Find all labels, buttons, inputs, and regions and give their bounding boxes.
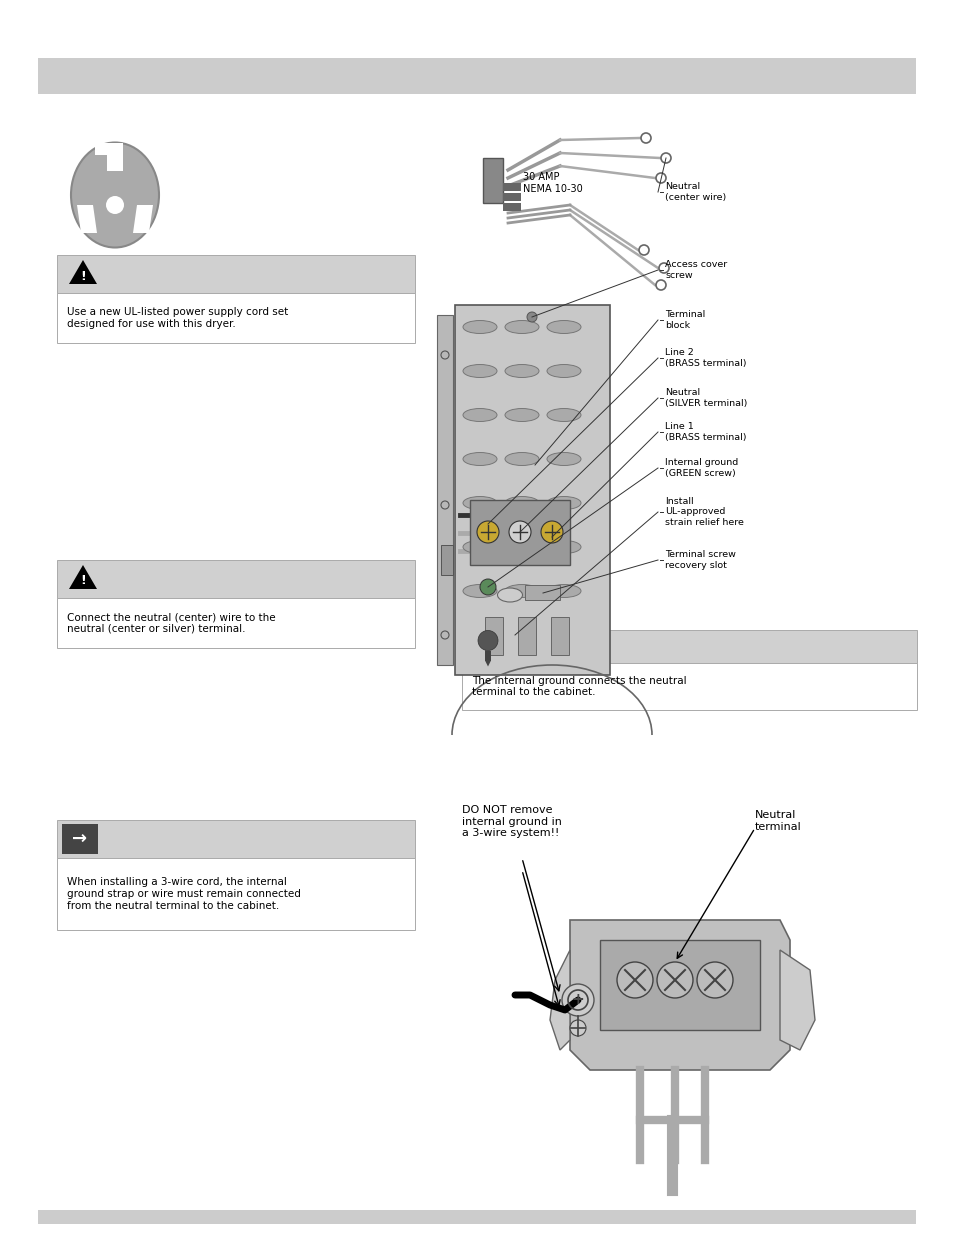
Polygon shape [77,205,97,233]
Text: Neutral
(SILVER terminal): Neutral (SILVER terminal) [664,388,746,408]
Text: !: ! [80,574,86,588]
Polygon shape [69,564,97,589]
Text: When installing a 3-wire cord, the internal
ground strap or wire must remain con: When installing a 3-wire cord, the inter… [67,877,300,910]
Circle shape [561,984,594,1016]
Circle shape [106,196,124,214]
Text: 30 AMP
NEMA 10-30: 30 AMP NEMA 10-30 [522,172,582,194]
Ellipse shape [504,364,538,378]
Text: DO NOT remove
internal ground in
a 3-wire system!!: DO NOT remove internal ground in a 3-wir… [461,805,561,839]
Ellipse shape [504,409,538,421]
Bar [524,585,559,600]
Bar [57,254,415,293]
Text: Internal ground
(GREEN screw): Internal ground (GREEN screw) [664,458,738,478]
Bar [461,663,916,710]
Ellipse shape [462,496,497,510]
Polygon shape [132,205,152,233]
Text: Line 1
(BRASS terminal): Line 1 (BRASS terminal) [664,422,745,442]
Circle shape [540,521,562,543]
Ellipse shape [546,452,580,466]
Polygon shape [484,661,491,667]
Polygon shape [780,950,814,1050]
Text: Access cover
screw: Access cover screw [664,261,726,279]
Ellipse shape [462,409,497,421]
Ellipse shape [546,541,580,553]
Text: Neutral
(center wire): Neutral (center wire) [664,183,725,201]
Bar [502,203,520,211]
Ellipse shape [504,584,538,598]
Bar [57,293,415,343]
Circle shape [617,962,652,998]
Text: Neutral
terminal: Neutral terminal [754,810,801,831]
Circle shape [477,631,497,651]
Circle shape [476,521,498,543]
Text: →: → [72,830,88,848]
Bar [436,315,453,664]
Polygon shape [69,261,97,284]
Text: Connect the neutral (center) wire to the
neutral (center or silver) terminal.: Connect the neutral (center) wire to the… [67,613,275,634]
Bar [57,820,415,858]
Bar [502,183,520,191]
Ellipse shape [462,584,497,598]
Bar [38,1210,915,1224]
Polygon shape [550,950,569,1050]
Circle shape [569,1020,585,1036]
Circle shape [526,312,537,322]
Text: Line 2
(BRASS terminal): Line 2 (BRASS terminal) [664,348,745,368]
Text: Terminal
block: Terminal block [664,310,704,330]
Bar [484,618,502,655]
Bar [502,193,520,201]
Bar [57,598,415,648]
Bar [470,500,569,564]
Ellipse shape [546,496,580,510]
Text: +: + [571,993,584,1008]
Ellipse shape [462,364,497,378]
Circle shape [479,579,496,595]
Bar [107,143,123,170]
Polygon shape [569,920,789,1070]
Bar [517,618,536,655]
Bar [57,858,415,930]
Ellipse shape [462,321,497,333]
Bar [455,305,609,676]
Bar [62,824,98,853]
Circle shape [657,962,692,998]
Ellipse shape [546,321,580,333]
Bar [440,545,453,576]
Ellipse shape [504,452,538,466]
Bar [551,618,568,655]
Ellipse shape [71,142,159,247]
Ellipse shape [546,409,580,421]
Polygon shape [482,158,502,203]
Bar [57,559,415,598]
Ellipse shape [462,452,497,466]
Circle shape [509,521,531,543]
Ellipse shape [504,496,538,510]
Ellipse shape [504,321,538,333]
Text: Install
UL-approved
strain relief here: Install UL-approved strain relief here [664,498,743,527]
Bar [95,143,108,156]
Bar [38,58,915,94]
Bar [484,651,491,661]
Ellipse shape [504,541,538,553]
Ellipse shape [546,364,580,378]
Bar [461,630,916,663]
Text: Use a new UL-listed power supply cord set
designed for use with this dryer.: Use a new UL-listed power supply cord se… [67,308,288,329]
Bar [599,940,760,1030]
Circle shape [697,962,732,998]
Ellipse shape [546,584,580,598]
Ellipse shape [462,541,497,553]
Text: The internal ground connects the neutral
terminal to the cabinet.: The internal ground connects the neutral… [472,676,686,698]
Text: Terminal screw
recovery slot: Terminal screw recovery slot [664,551,735,569]
Text: !: ! [80,269,86,283]
Ellipse shape [497,588,522,601]
